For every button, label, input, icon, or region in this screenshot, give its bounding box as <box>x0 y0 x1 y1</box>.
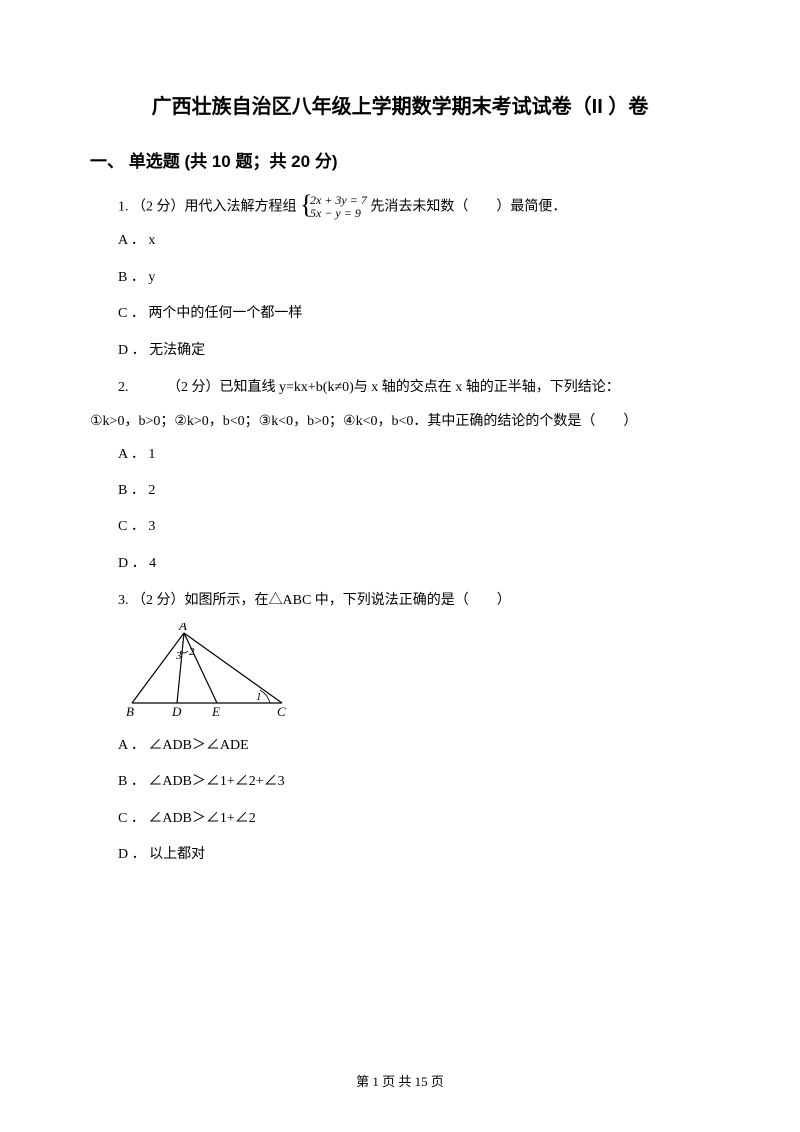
q2-option-a: A ． 1 <box>90 444 710 466</box>
label-1: 1 <box>256 691 262 703</box>
label-E: E <box>211 704 220 718</box>
q1-option-b: B ． y <box>90 267 710 289</box>
q3-stem: 3. （2 分）如图所示，在△ABC 中，下列说法正确的是（ ） <box>90 589 710 613</box>
label-C: C <box>277 704 286 718</box>
page-title: 广西壮族自治区八年级上学期数学期末考试试卷（II ）卷 <box>90 90 710 119</box>
q3-option-b: B ． ∠ADB＞∠1+∠2+∠3 <box>90 771 710 793</box>
q2-line1: 2. （2 分）已知直线 y=kx+b(k≠0)与 x 轴的交点在 x 轴的正半… <box>90 376 710 400</box>
label-D: D <box>171 704 182 718</box>
brace-icon: { <box>300 192 312 218</box>
label-3: 3 <box>175 650 182 662</box>
q1-eq-bot: 5x − y = 9 <box>310 206 361 220</box>
q1-stem-post: 先消去未知数（ ）最简便． <box>370 199 566 214</box>
q1-stem: 1. （2 分）用代入法解方程组 { 2x + 3y = 7 5x − y = … <box>90 194 710 220</box>
label-B: B <box>126 704 134 718</box>
label-A: A <box>178 623 187 633</box>
q2-line2: ①k>0，b>0；②k>0，b<0；③k<0，b>0；④k<0，b<0．其中正确… <box>90 410 710 434</box>
q1-eq-top: 2x + 3y = 7 <box>310 193 367 207</box>
q1-equation-system: { 2x + 3y = 7 5x − y = 9 <box>300 194 367 220</box>
q2-option-b: B ． 2 <box>90 480 710 502</box>
q3-option-a: A ． ∠ADB＞∠ADE <box>90 735 710 757</box>
page-footer: 第 1 页 共 15 页 <box>0 1071 800 1090</box>
section-header: 一、 单选题 (共 10 题；共 20 分) <box>90 147 710 172</box>
q2-option-d: D ． 4 <box>90 553 710 575</box>
q1-option-c: C ． 两个中的任何一个都一样 <box>90 303 710 325</box>
label-2: 2 <box>189 646 195 658</box>
q3-figure: A B D E C 3 2 1 <box>122 623 710 723</box>
q1-option-d: D ． 无法确定 <box>90 340 710 362</box>
q3-option-c: C ． ∠ADB＞∠1+∠2 <box>90 808 710 830</box>
q2-option-c: C ． 3 <box>90 516 710 538</box>
q3-option-d: D ． 以上都对 <box>90 844 710 866</box>
q1-option-a: A ． x <box>90 230 710 252</box>
q1-stem-pre: 1. （2 分）用代入法解方程组 <box>118 199 300 214</box>
